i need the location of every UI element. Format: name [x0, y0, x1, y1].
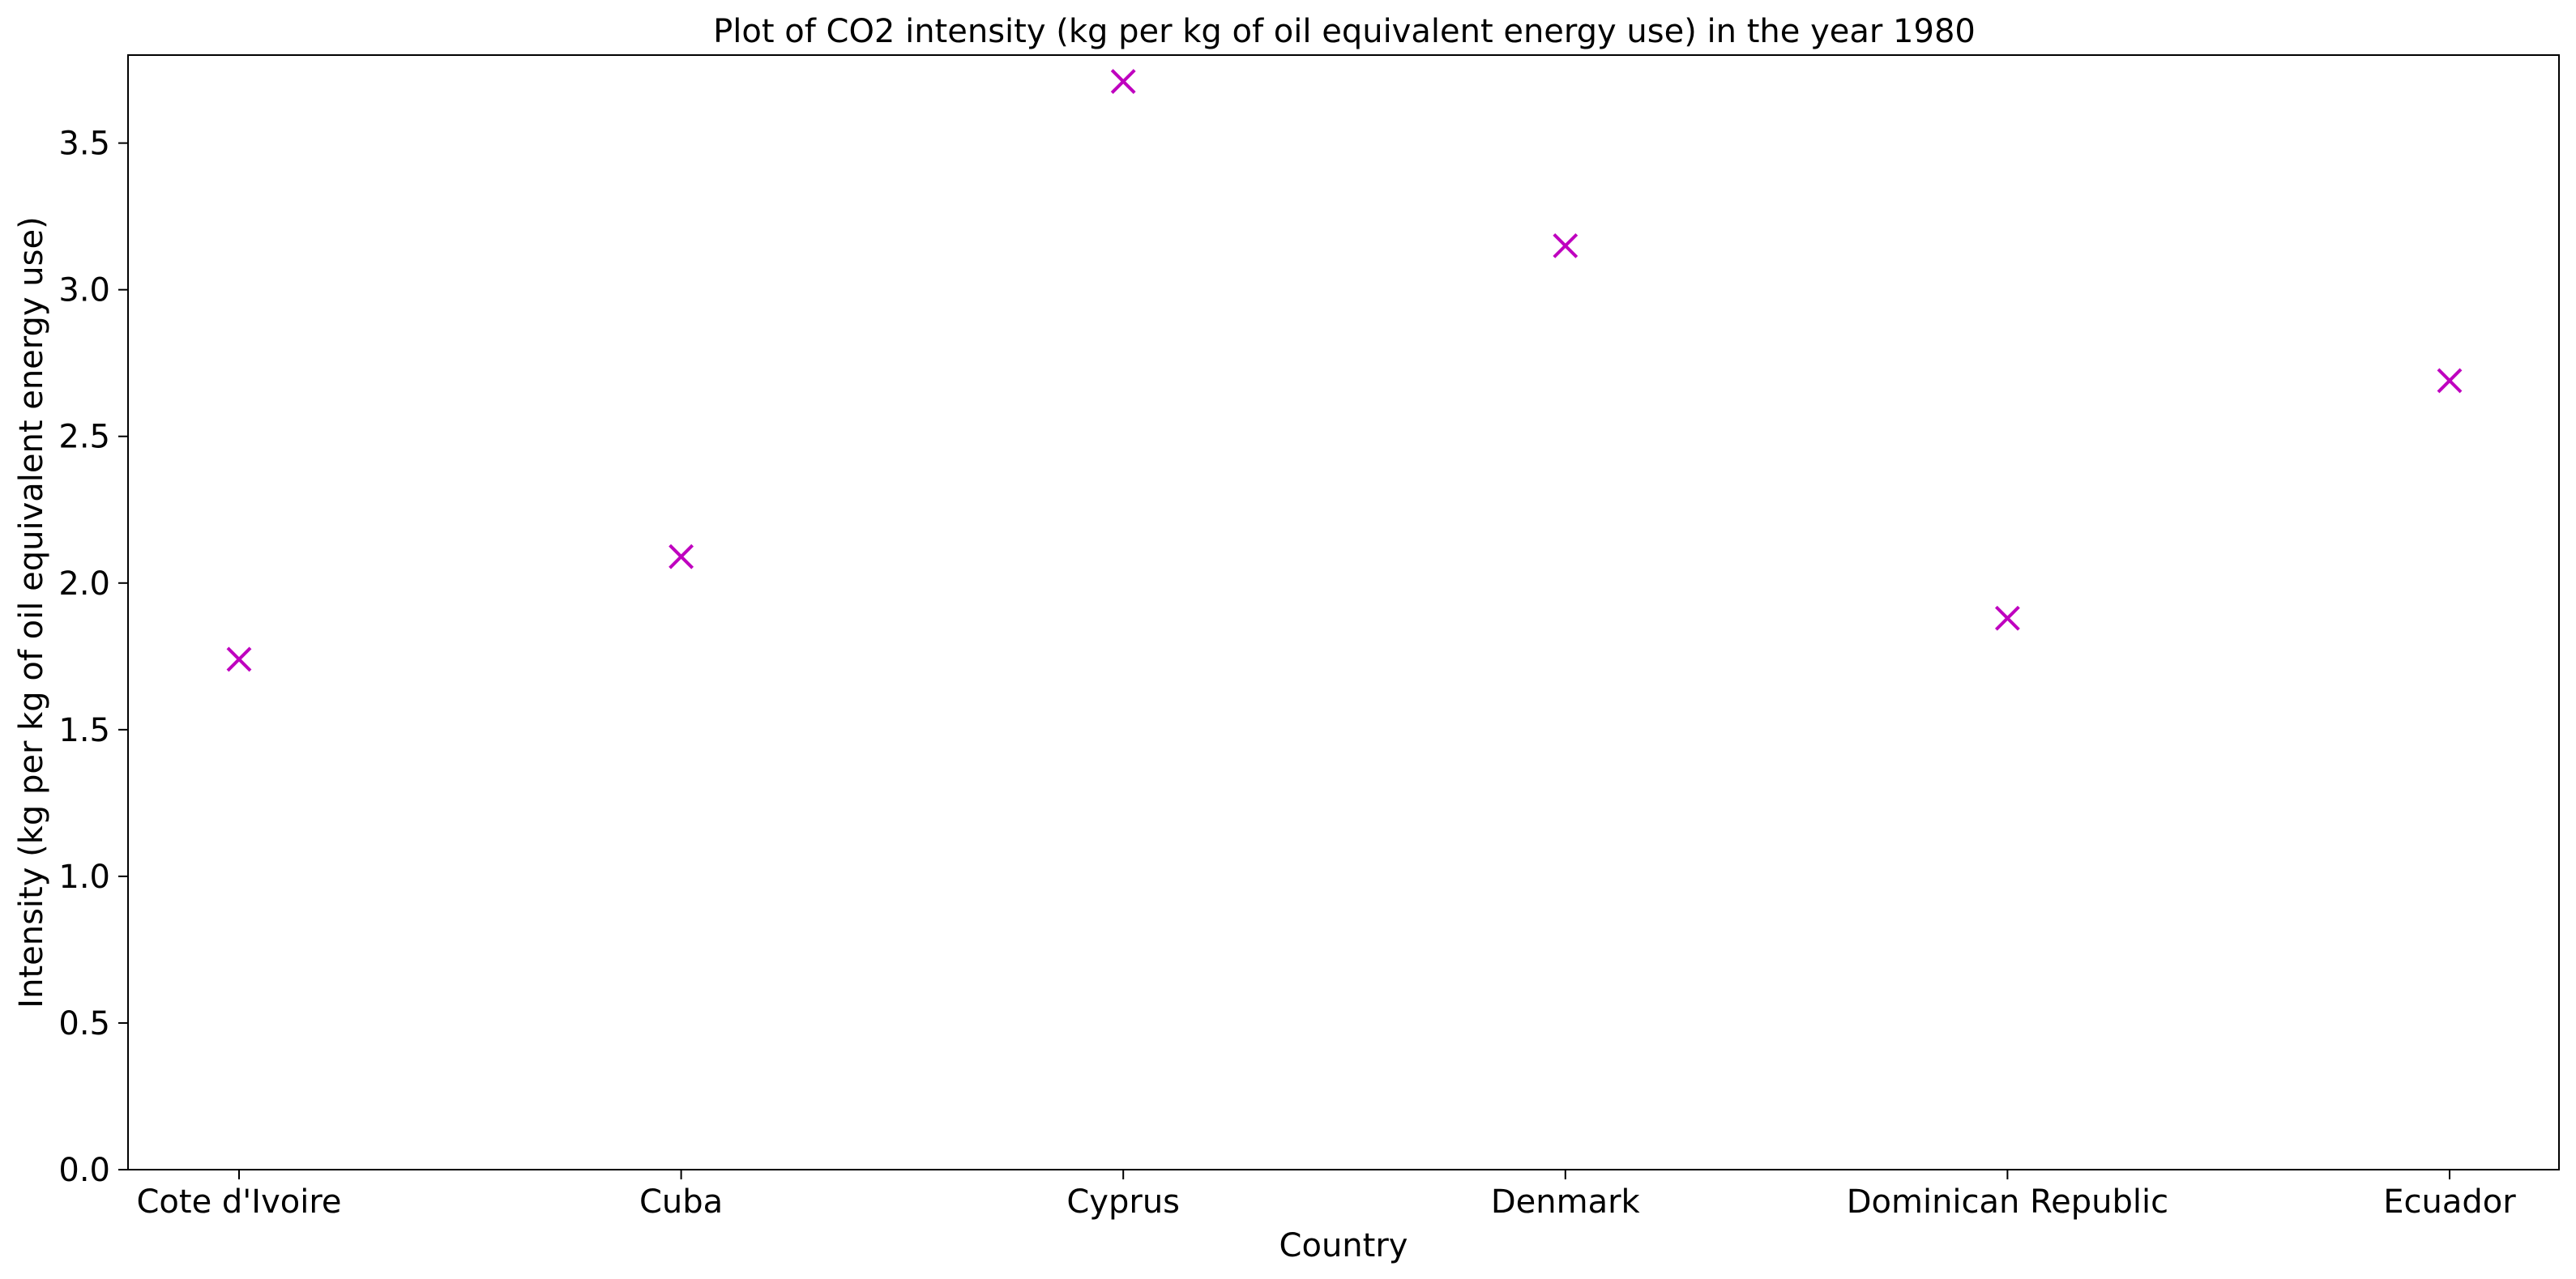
y-axis-ticks: 0.0 0.5 1.0 1.5 2.0 2.5 3.0 3.5 [58, 126, 128, 1189]
data-point-stroke [226, 646, 252, 672]
data-point [2437, 368, 2463, 394]
x-tick-label: Cuba [639, 1183, 723, 1221]
y-tick-label: 3.0 [58, 272, 110, 309]
data-points [226, 69, 2463, 672]
chart-title: Plot of CO2 intensity (kg per kg of oil … [713, 13, 1976, 50]
y-tick-label: 1.5 [58, 712, 110, 749]
x-tick-label: Ecuador [2383, 1183, 2516, 1221]
data-point [1553, 232, 1578, 258]
y-tick-label: 0.0 [58, 1152, 110, 1189]
data-point [669, 544, 694, 569]
plot-area-frame [127, 54, 2560, 1170]
data-point-stroke [2437, 368, 2463, 394]
x-axis-ticks: Cote d'Ivoire Cuba Cyprus Denmark Dominican … [136, 1170, 2516, 1221]
y-axis-title: Intensity (kg per kg of oil equivalent e… [13, 216, 50, 1008]
data-point [1110, 69, 1136, 95]
x-axis-title: Country [1279, 1227, 1408, 1264]
data-point-stroke [669, 544, 694, 569]
data-point-stroke [1110, 69, 1136, 95]
y-tick-label: 3.5 [58, 126, 110, 163]
y-tick-label: 1.0 [58, 859, 110, 896]
y-tick-label: 2.5 [58, 419, 110, 456]
data-point-stroke [1553, 232, 1578, 258]
data-point-stroke [1994, 605, 2020, 631]
data-point [226, 646, 252, 672]
x-tick-label: Cyprus [1066, 1183, 1180, 1221]
y-tick-label: 2.0 [58, 565, 110, 603]
x-tick-label: Cote d'Ivoire [136, 1183, 341, 1221]
x-tick-label: Dominican Republic [1847, 1183, 2168, 1221]
data-point [1994, 605, 2020, 631]
x-tick-label: Denmark [1491, 1183, 1641, 1221]
y-tick-label: 0.5 [58, 1005, 110, 1042]
